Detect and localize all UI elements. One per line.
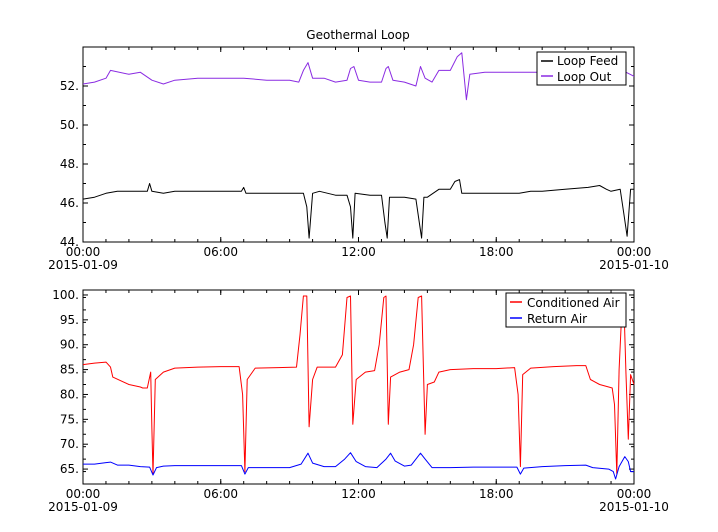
legend-box bbox=[536, 51, 627, 86]
y-tick-label: 52. bbox=[60, 79, 79, 93]
x-tick-label: 06:00 bbox=[203, 245, 238, 259]
x-tick-date-label: 2015-01-09 bbox=[48, 258, 118, 272]
y-tick-label: 90. bbox=[60, 338, 79, 352]
y-tick-label: 95. bbox=[60, 313, 79, 327]
y-tick-label: 80. bbox=[60, 387, 79, 401]
legend-label-loop-feed: Loop Feed bbox=[557, 54, 618, 68]
y-tick-label: 85. bbox=[60, 363, 79, 377]
x-tick-label: 00:00 bbox=[66, 245, 101, 259]
x-tick-label: 12:00 bbox=[341, 245, 376, 259]
legend-label-loop-out: Loop Out bbox=[557, 70, 612, 84]
legend: Loop Feed Loop Out bbox=[536, 51, 627, 86]
series-line-conditioned-air bbox=[82, 295, 635, 475]
legend: Conditioned Air Return Air bbox=[505, 292, 627, 328]
x-tick-label: 18:00 bbox=[479, 487, 514, 501]
y-axis: 65. 70. 75. 80. 85. 90. 95. 100. bbox=[52, 288, 634, 485]
series-group bbox=[82, 52, 635, 239]
chart-air-temperature: 65.70.75.80.85.90.95.100. 00:002015-01-0… bbox=[48, 288, 669, 514]
x-tick-label: 18:00 bbox=[479, 245, 514, 259]
x-tick-label: 00:00 bbox=[66, 487, 101, 501]
y-tick-label: 44. bbox=[60, 235, 79, 249]
chart-title: Geothermal Loop bbox=[306, 28, 409, 42]
series-line-loop-out bbox=[82, 52, 635, 101]
x-tick-date-label: 2015-01-10 bbox=[599, 500, 669, 514]
chart-geothermal-loop: Geothermal Loop 44.46.48.50.52. 00:00201… bbox=[48, 28, 669, 272]
y-axis: 44. 46. 48. 50. 52. bbox=[60, 46, 634, 249]
series-group bbox=[82, 295, 635, 480]
y-tick-label: 70. bbox=[60, 437, 79, 451]
y-tick-label: 50. bbox=[60, 118, 79, 132]
x-tick-date-label: 2015-01-10 bbox=[599, 258, 669, 272]
y-tick-label: 100. bbox=[52, 288, 79, 302]
legend-box bbox=[505, 292, 627, 328]
legend-label-return-air: Return Air bbox=[527, 312, 587, 326]
x-tick-date-label: 2015-01-09 bbox=[48, 500, 118, 514]
y-tick-label: 65. bbox=[60, 462, 79, 476]
x-tick-label: 12:00 bbox=[341, 487, 376, 501]
series-line-loop-feed bbox=[82, 179, 634, 239]
x-tick-label: 00:00 bbox=[617, 487, 652, 501]
y-tick-label: 46. bbox=[60, 196, 79, 210]
y-tick-label: 48. bbox=[60, 157, 79, 171]
x-tick-label: 00:00 bbox=[617, 245, 652, 259]
x-tick-label: 06:00 bbox=[203, 487, 238, 501]
y-tick-label: 75. bbox=[60, 412, 79, 426]
series-line-return-air bbox=[83, 452, 634, 480]
legend-label-conditioned-air: Conditioned Air bbox=[527, 296, 620, 310]
